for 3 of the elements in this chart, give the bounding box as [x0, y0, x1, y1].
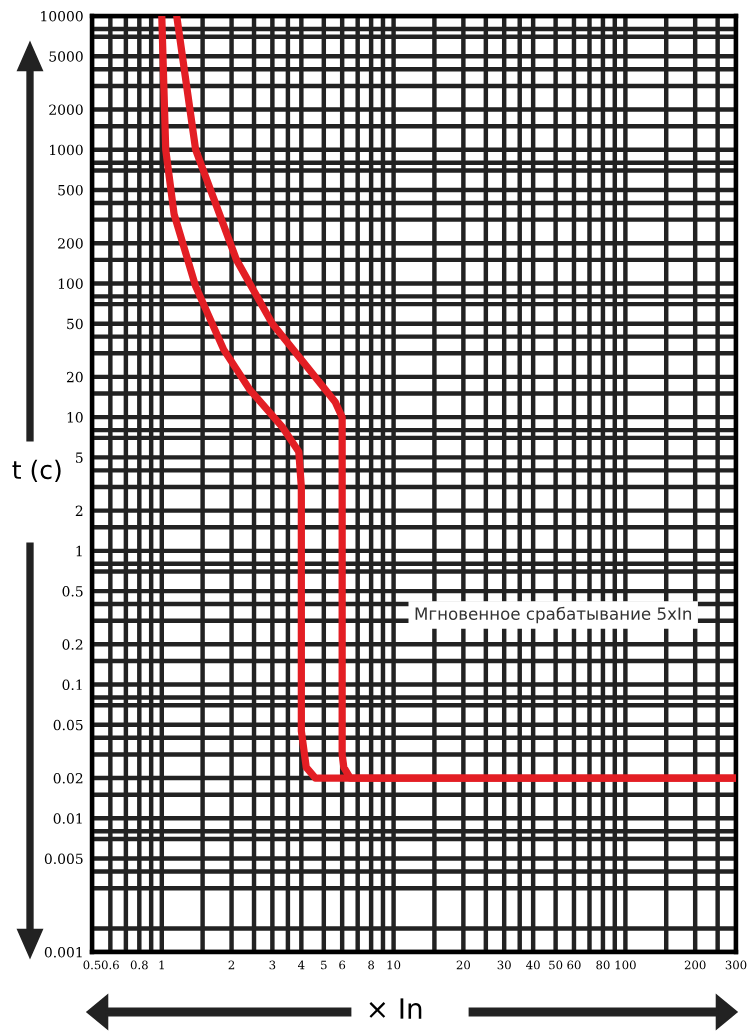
y-axis-title: t (c): [12, 459, 61, 483]
x-axis-title: × In: [369, 998, 422, 1019]
annotation: Мгновенное срабатывание 5xIn: [415, 606, 692, 624]
